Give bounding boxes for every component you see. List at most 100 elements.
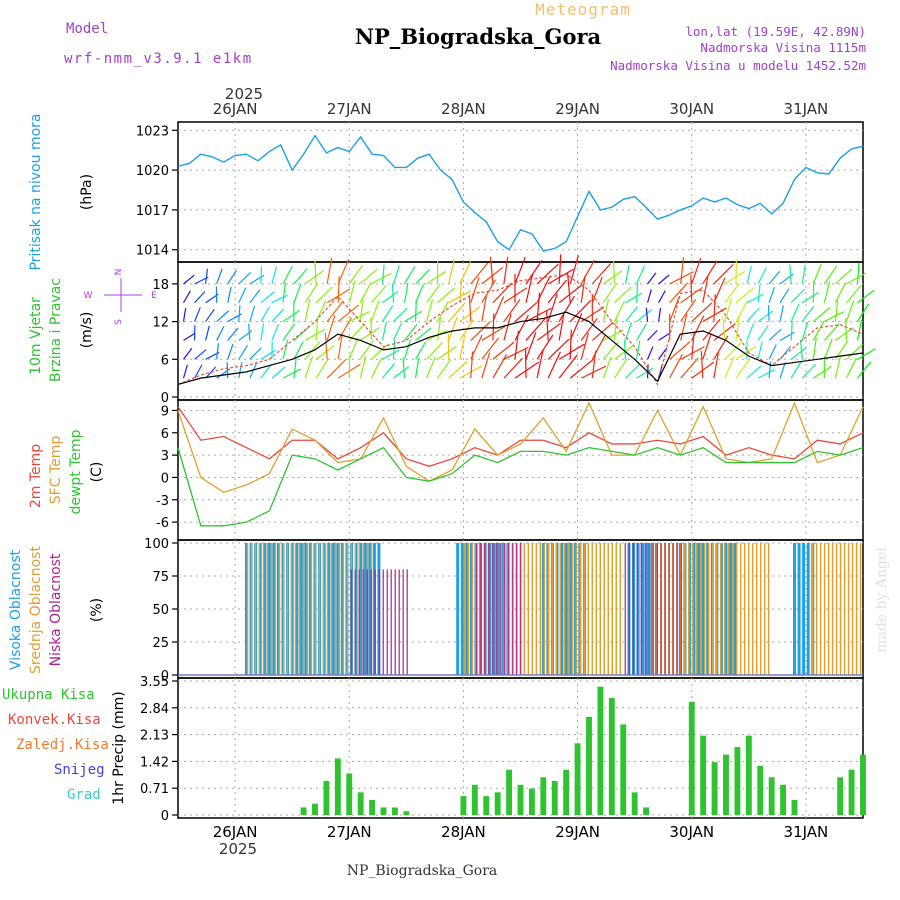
bottom-day-label: 30JAN	[669, 823, 714, 841]
wind-arrow	[558, 354, 578, 379]
panel-cloud-cover: 0 25 50 75 100	[144, 537, 864, 684]
wind-name-2: Brzina i Pravac	[48, 278, 64, 382]
precip-bar	[768, 777, 775, 815]
wind-unit: (m/s)	[79, 312, 95, 349]
wind-arrow	[768, 286, 776, 303]
precip-bar	[551, 781, 558, 815]
wind-arrow	[614, 345, 634, 360]
y-tick-label: -6	[156, 516, 169, 531]
wind-arrow	[702, 333, 712, 360]
precip-bar	[563, 769, 570, 815]
wind-arrow	[503, 357, 523, 379]
wind-arrow	[194, 307, 201, 322]
wind-arrow	[768, 270, 781, 285]
wind-arrow	[370, 343, 389, 360]
y-tick-label: 75	[152, 570, 169, 585]
wind-arrow	[856, 303, 870, 322]
precip-bar	[528, 788, 535, 815]
wind-arrow	[293, 283, 302, 303]
wind-arrow	[700, 350, 704, 379]
wind-arrow	[768, 344, 777, 360]
wind-arrow	[348, 280, 356, 303]
wind-arrow	[724, 270, 746, 285]
wind-arrow	[470, 276, 480, 303]
wind-arrow	[304, 328, 326, 341]
wind-arrow	[724, 298, 733, 322]
cloud-unit: (%)	[89, 598, 105, 622]
wind-arrow	[647, 272, 657, 285]
wind-arrow	[691, 257, 702, 285]
wind-arrow	[812, 337, 817, 360]
y-tick-label: 1023	[136, 124, 169, 139]
wind-arrow	[492, 313, 495, 341]
compass-s: S	[114, 319, 124, 325]
wind-arrow	[249, 289, 261, 304]
panel-frame	[177, 399, 864, 541]
wind-arrow	[779, 305, 784, 322]
wind-arrow	[857, 361, 872, 379]
precip-bar	[711, 762, 718, 815]
wind-arrow	[503, 256, 509, 284]
y-tick-label: 0	[161, 471, 169, 486]
wind-arrow	[404, 310, 423, 323]
wind-arrow	[315, 317, 319, 341]
wind-arrow	[846, 272, 867, 285]
wind-arrow	[669, 354, 683, 379]
precip-bar	[483, 796, 490, 815]
credit-label: made by Angel	[874, 547, 890, 653]
precip-bar	[688, 701, 695, 815]
wind-arrow	[834, 356, 841, 379]
wind-arrow	[834, 299, 839, 322]
wind-arrow	[569, 359, 594, 379]
wind-arrow	[525, 332, 537, 360]
wind-arrow	[260, 306, 271, 322]
gust-line	[177, 273, 864, 386]
wind-arrow	[315, 345, 335, 360]
wind-arrow	[525, 307, 552, 323]
wind-arrow	[426, 270, 447, 285]
compass-rose: W E N S	[84, 269, 158, 325]
wind-arrow	[680, 298, 697, 322]
wind-arrow	[602, 341, 619, 360]
wind-arrow	[448, 360, 468, 379]
wind-arrow	[514, 361, 540, 379]
wind-arrow	[823, 281, 831, 303]
top-day-labels: 26JAN 27JAN 28JAN 29JAN 30JAN 31JAN	[213, 100, 829, 118]
top-day-label: 27JAN	[327, 100, 372, 118]
wind-arrow	[359, 340, 374, 360]
y-tick-label: 3	[161, 449, 169, 464]
precip-bar	[723, 754, 729, 815]
wind-arrow	[426, 299, 434, 322]
wind-arrow	[823, 265, 838, 285]
wind-arrow	[845, 300, 855, 322]
wind-arrow	[271, 324, 279, 341]
wind-arrow	[282, 265, 293, 285]
wind-arrow	[790, 321, 793, 341]
precip-bar	[312, 803, 318, 815]
wind-arrow	[293, 268, 308, 285]
wind-arrow	[790, 361, 802, 379]
dewpt-name: dewpt Temp	[68, 429, 84, 514]
top-day-label: 30JAN	[669, 100, 714, 118]
wind-arrow	[403, 282, 409, 303]
precip-bar	[334, 758, 341, 815]
y-tick-label: 1.42	[140, 755, 169, 770]
y-tick-label: -3	[156, 494, 169, 509]
wind-arrow	[799, 340, 803, 360]
wind-speed-line	[177, 311, 864, 386]
wind-arrow	[801, 264, 806, 284]
wind-arrow	[468, 294, 472, 322]
precip-bar	[780, 784, 787, 815]
wind-arrow	[359, 282, 372, 303]
wind-arrow	[348, 265, 364, 285]
precip-bar	[357, 792, 364, 815]
bottom-day-label: 26JAN	[213, 823, 258, 841]
wind-arrow	[625, 292, 643, 304]
wind-arrow	[514, 256, 526, 285]
wind-arrow	[470, 351, 474, 379]
wind-arrow	[624, 264, 630, 284]
wind-arrow	[580, 259, 596, 285]
wind-arrow	[768, 328, 782, 341]
footer-station: NP_Biogradska_Gora	[347, 863, 498, 879]
y-tick-label: 12	[152, 316, 169, 331]
